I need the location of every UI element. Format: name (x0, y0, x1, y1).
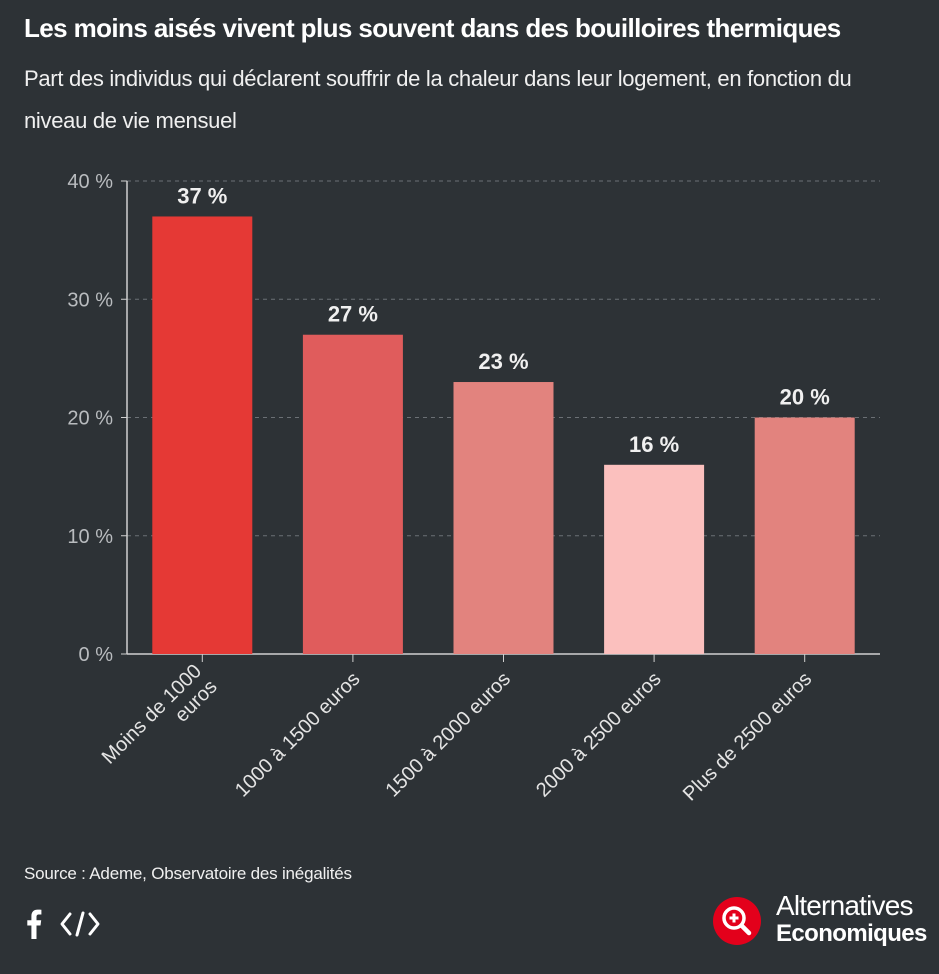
x-tick-label: Plus de 2500 euros (679, 668, 816, 805)
share-bar (26, 906, 100, 946)
logo-text-alternatives: Alternatives (776, 890, 914, 921)
data-label: 20 % (780, 385, 830, 410)
x-tick-label: 2000 à 2500 euros (532, 668, 666, 802)
data-label: 16 % (629, 432, 679, 457)
y-tick-label: 10 % (67, 526, 113, 548)
x-tick-label: 1500 à 2000 euros (382, 668, 516, 802)
y-tick-label: 20 % (67, 408, 113, 430)
y-tick-label: 30 % (67, 289, 113, 311)
x-tick-label-line: 1500 à 2000 euros (382, 668, 516, 802)
bar (604, 464, 705, 654)
embed-code-icon[interactable] (60, 911, 100, 942)
x-tick-label-line: 1000 à 1500 euros (231, 668, 365, 802)
bar (302, 334, 403, 654)
logo-text-economiques: Economiques (776, 920, 927, 947)
bar (152, 216, 253, 654)
x-tick-label: Moins de 1000euros (98, 660, 222, 784)
bar (453, 382, 554, 654)
bar (754, 417, 855, 654)
brand-logo[interactable]: Alternatives Economiques (712, 888, 927, 952)
magnifier-logo-icon (713, 897, 761, 945)
chart-title: Les moins aisés vivent plus souvent dans… (24, 13, 841, 43)
source-note: Source : Ademe, Observatoire des inégali… (24, 864, 352, 883)
facebook-icon[interactable] (26, 909, 42, 944)
y-tick-label: 0 % (79, 644, 114, 666)
bar-chart: 0 % 10 % 20 % 30 % 40 % 37 % Moins de 1000euro… (67, 171, 880, 805)
y-tick-label: 40 % (67, 171, 113, 193)
chart-subtitle: Part des individus qui déclarent souffri… (24, 66, 852, 133)
x-tick-label-line: 2000 à 2500 euros (532, 668, 666, 802)
data-label: 23 % (478, 349, 528, 374)
data-label: 37 % (177, 183, 227, 208)
data-label: 27 % (328, 302, 378, 327)
x-tick-label: 1000 à 1500 euros (231, 668, 365, 802)
x-tick-label-line: Plus de 2500 euros (679, 668, 816, 805)
